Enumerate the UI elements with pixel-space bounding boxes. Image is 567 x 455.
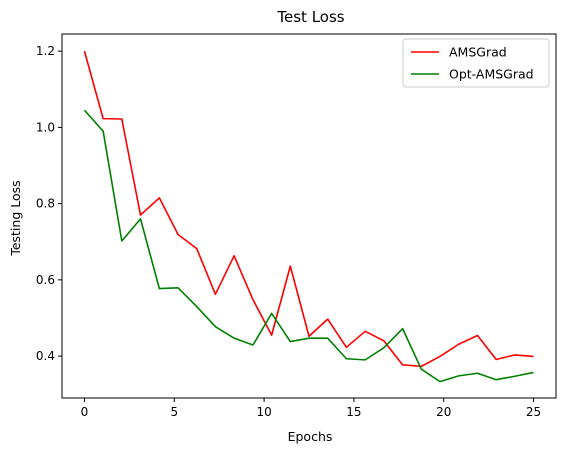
x-axis-label: Epochs [288, 429, 333, 444]
x-tick-label: 15 [346, 405, 361, 419]
x-tick-label: 10 [256, 405, 271, 419]
series-lines [84, 51, 533, 381]
legend: AMSGrad Opt-AMSGrad [403, 39, 549, 87]
y-axis-label: Testing Loss [8, 180, 23, 256]
y-tick-label: 0.6 [36, 273, 55, 287]
x-tick-label: 0 [81, 405, 89, 419]
legend-label-2: Opt-AMSGrad [449, 67, 534, 82]
legend-label-1: AMSGrad [449, 45, 507, 60]
y-tick-label: 1.0 [36, 120, 55, 134]
plot-area-frame [62, 34, 556, 398]
y-tick-label: 0.8 [36, 197, 55, 211]
y-tick-label: 0.4 [36, 349, 55, 363]
series-line-1 [84, 51, 533, 366]
chart-title: Test Loss [276, 8, 344, 26]
x-tick-label: 5 [170, 405, 178, 419]
x-tick-label: 25 [526, 405, 541, 419]
y-tick-label: 1.2 [36, 44, 55, 58]
axis-ticks: 0 5 10 15 20 25 0.4 0.6 0.8 1.0 1.2 [36, 44, 541, 419]
x-tick-label: 20 [436, 405, 451, 419]
